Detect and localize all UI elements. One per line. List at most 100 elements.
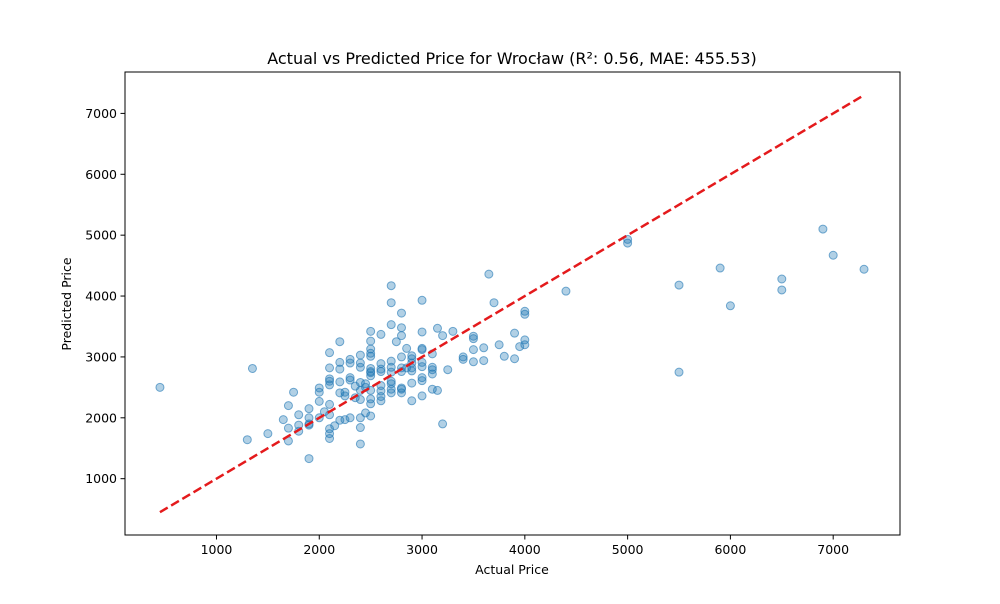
data-point: [520, 335, 530, 345]
data-point: [396, 383, 406, 393]
data-point: [417, 373, 427, 383]
x-tick-label: 2000: [303, 542, 335, 557]
data-point: [304, 404, 314, 414]
data-point: [386, 320, 396, 330]
data-point: [242, 435, 252, 445]
data-point: [432, 385, 442, 395]
x-tick-label: 7000: [817, 542, 849, 557]
data-point: [417, 376, 427, 386]
data-point: [355, 439, 365, 449]
data-point: [386, 362, 396, 372]
data-point: [432, 323, 442, 333]
y-tick-label: 5000: [85, 228, 117, 243]
data-point: [325, 434, 335, 443]
data-point: [325, 363, 335, 373]
data-point: [376, 329, 386, 339]
data-point: [376, 359, 386, 369]
data-point: [278, 415, 288, 425]
data-point: [247, 363, 257, 373]
data-point: [325, 376, 335, 386]
data-point: [828, 250, 838, 260]
data-point: [289, 387, 299, 397]
x-tick-label: 1000: [201, 542, 233, 557]
data-point: [340, 387, 350, 397]
data-point: [396, 308, 406, 318]
data-point: [510, 328, 520, 338]
data-point: [417, 391, 427, 401]
data-point: [407, 351, 417, 361]
reference-line: [159, 94, 865, 514]
data-point: [417, 357, 427, 367]
data-point: [515, 342, 525, 352]
data-point: [417, 295, 427, 305]
data-point: [715, 263, 725, 273]
data-point: [725, 301, 735, 311]
data-point: [355, 395, 365, 405]
data-point: [499, 351, 509, 361]
data-point: [438, 331, 448, 341]
data-point: [438, 419, 448, 429]
data-point: [335, 337, 345, 347]
data-point: [335, 364, 345, 374]
y-axis: 1000 2000 3000 4000 5000 6000 7000: [85, 106, 125, 486]
data-point: [314, 383, 324, 393]
x-tick-label: 4000: [509, 542, 541, 557]
x-axis: 1000 2000 3000 4000 5000 6000 7000: [201, 535, 849, 557]
chart-title: Actual vs Predicted Price for Wrocław (R…: [267, 49, 757, 68]
x-tick-label: 6000: [714, 542, 746, 557]
y-tick-label: 2000: [85, 410, 117, 425]
x-axis-label: Actual Price: [475, 562, 549, 577]
data-point: [325, 429, 335, 439]
data-point: [325, 399, 335, 409]
data-point: [443, 365, 453, 375]
data-point: [366, 411, 376, 421]
data-point: [391, 337, 401, 347]
data-point: [494, 340, 504, 350]
y-tick-label: 6000: [85, 167, 117, 182]
data-point: [340, 415, 350, 425]
data-point: [396, 323, 406, 333]
data-point: [314, 396, 324, 406]
x-tick-label: 5000: [612, 542, 644, 557]
data-point: [325, 348, 335, 358]
data-point: [674, 367, 684, 377]
data-point: [510, 354, 520, 364]
data-point: [386, 298, 396, 308]
data-point: [818, 224, 828, 234]
data-point: [402, 343, 412, 353]
data-point: [468, 357, 478, 367]
data-point: [366, 363, 376, 373]
data-point: [335, 357, 345, 367]
data-point: [407, 378, 417, 388]
y-axis-label: Predicted Price: [59, 257, 74, 350]
data-point: [417, 343, 427, 353]
data-point: [345, 413, 355, 423]
data-point: [304, 454, 314, 464]
data-point: [520, 340, 530, 350]
reference-line-layer: [159, 94, 865, 514]
data-point: [396, 352, 406, 362]
data-point: [330, 421, 340, 431]
plot-area-frame: [124, 71, 901, 536]
data-point: [448, 326, 458, 336]
data-point: [335, 377, 345, 387]
data-point: [674, 280, 684, 290]
y-tick-label: 4000: [85, 289, 117, 304]
data-point: [355, 423, 365, 433]
data-point: [366, 351, 376, 361]
data-point: [345, 354, 355, 364]
data-point: [468, 334, 478, 344]
data-point: [520, 306, 530, 316]
x-tick-label: 3000: [406, 542, 438, 557]
data-point: [417, 327, 427, 337]
data-point: [468, 345, 478, 355]
data-point: [361, 408, 371, 418]
data-point: [520, 309, 530, 319]
data-point: [427, 365, 437, 375]
data-point: [366, 326, 376, 336]
data-point: [407, 396, 417, 406]
data-point: [283, 423, 293, 433]
data-point: [345, 373, 355, 383]
data-point: [427, 362, 437, 372]
